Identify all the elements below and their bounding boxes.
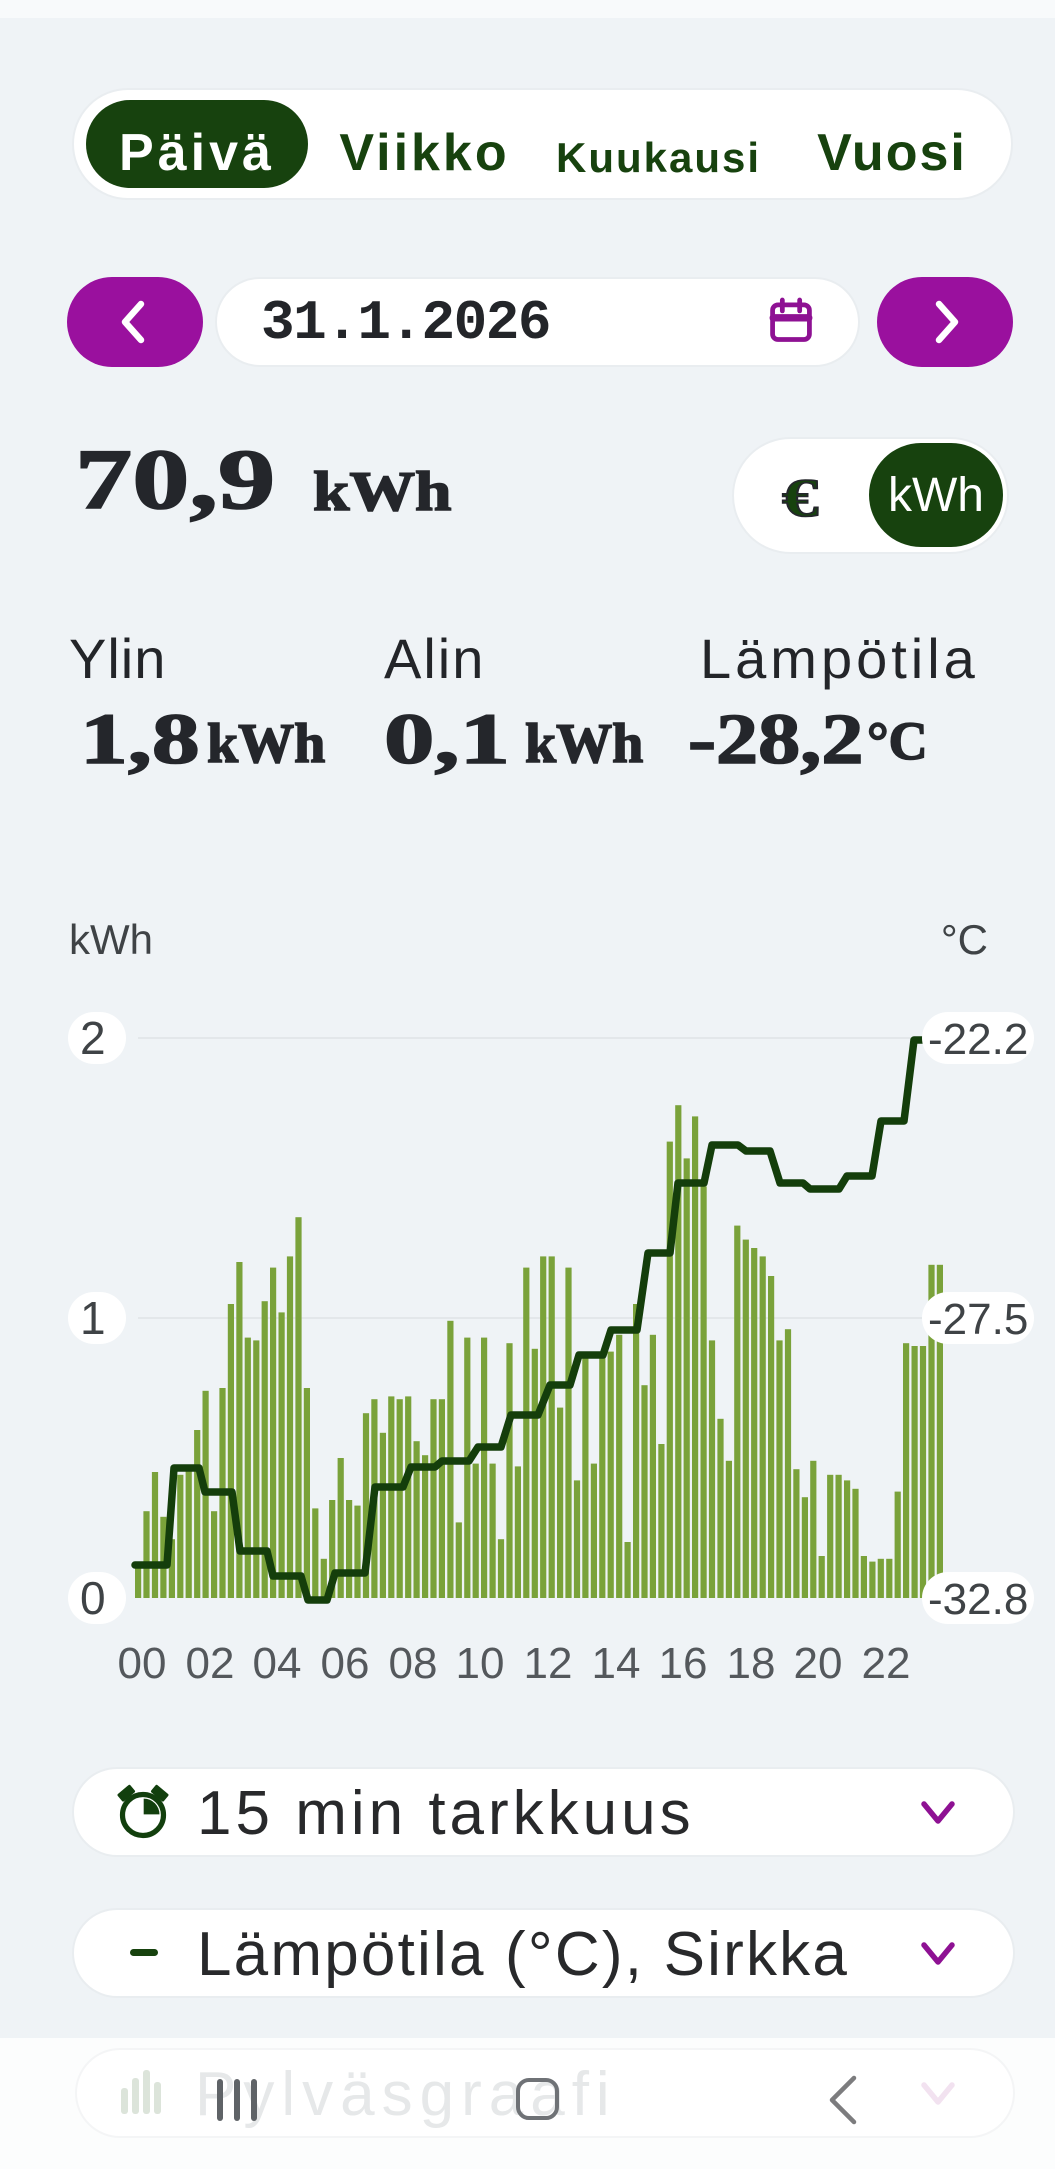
svg-text:12: 12 — [524, 1639, 573, 1688]
svg-text:04: 04 — [253, 1639, 302, 1688]
svg-text:kWh: kWh — [69, 916, 153, 963]
svg-text:02: 02 — [186, 1639, 235, 1688]
svg-text:-27.5: -27.5 — [928, 1295, 1028, 1344]
svg-text:-22.2: -22.2 — [928, 1015, 1028, 1064]
svg-text:00: 00 — [118, 1639, 167, 1688]
svg-text:-32.8: -32.8 — [928, 1575, 1028, 1624]
svg-text:10: 10 — [456, 1639, 505, 1688]
svg-text:06: 06 — [321, 1639, 370, 1688]
svg-text:2: 2 — [80, 1012, 106, 1064]
svg-text:0: 0 — [80, 1572, 106, 1624]
svg-text:16: 16 — [659, 1639, 708, 1688]
svg-text:1: 1 — [80, 1292, 106, 1344]
svg-text:08: 08 — [389, 1639, 438, 1688]
svg-text:18: 18 — [727, 1639, 776, 1688]
svg-text:22: 22 — [862, 1639, 911, 1688]
svg-text:14: 14 — [592, 1639, 641, 1688]
svg-text:°C: °C — [941, 916, 988, 963]
svg-text:20: 20 — [794, 1639, 843, 1688]
